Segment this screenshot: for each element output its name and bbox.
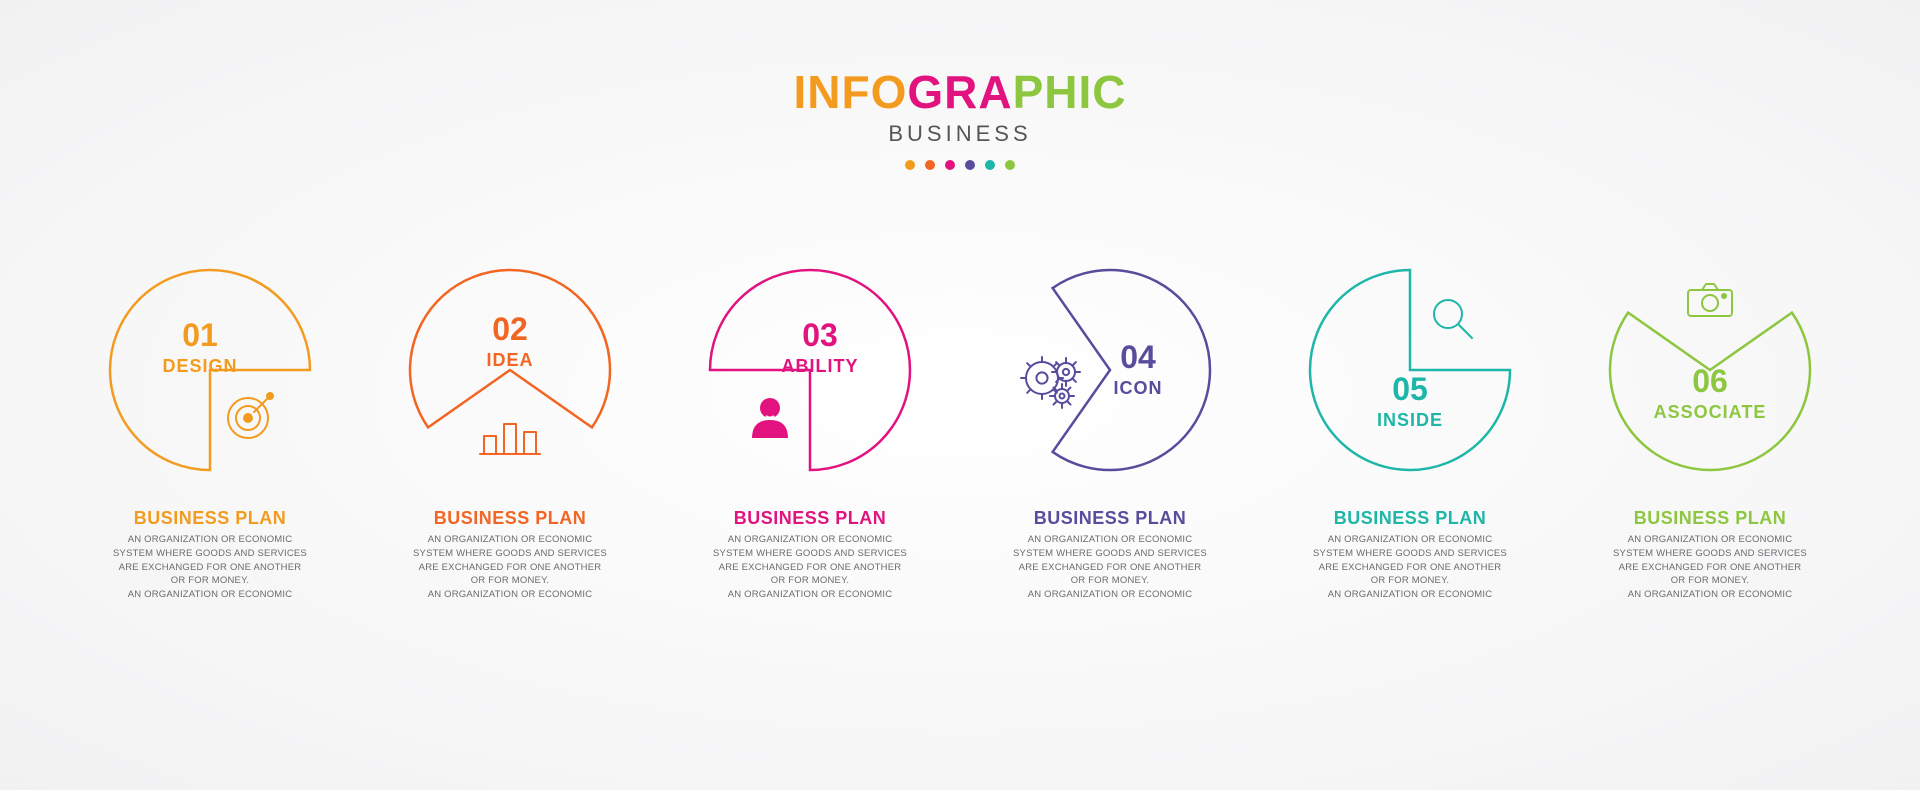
caption-body: AN ORGANIZATION OR ECONOMICSYSTEM WHERE … [980, 533, 1240, 602]
step-circle: 03 ABILITY [700, 260, 920, 480]
step-caption: BUSINESS PLAN AN ORGANIZATION OR ECONOMIC… [980, 508, 1240, 602]
header: INFOGRAPHIC BUSINESS [0, 65, 1920, 175]
step-number: 06 [1692, 363, 1728, 399]
step-circle: 04 ICON [1000, 260, 1220, 480]
step-circle: 06 ASSOCIATE [1600, 260, 1820, 480]
accent-dot [1005, 160, 1015, 170]
caption-body: AN ORGANIZATION OR ECONOMICSYSTEM WHERE … [1580, 533, 1840, 602]
subtitle: BUSINESS [0, 121, 1920, 147]
accent-dot [905, 160, 915, 170]
step-01: 01 DESIGN BUSINESS PLAN AN ORGANIZATION O… [80, 260, 340, 602]
step-word: INSIDE [1377, 410, 1443, 430]
step-number: 02 [492, 311, 528, 347]
step-04: 04 ICON BUSINESS PLAN AN ORGANIZATION OR … [980, 260, 1240, 602]
step-02: 02 IDEA BUSINESS PLAN AN ORGANIZATION OR … [380, 260, 640, 602]
accent-dots [0, 157, 1920, 175]
caption-title: BUSINESS PLAN [680, 508, 940, 529]
step-word: ASSOCIATE [1654, 402, 1767, 422]
title-segment: PHIC [1013, 65, 1127, 119]
caption-title: BUSINESS PLAN [1580, 508, 1840, 529]
step-circle: 02 IDEA [400, 260, 620, 480]
magnifier-icon [1434, 300, 1472, 338]
accent-dot [925, 160, 935, 170]
infographic-canvas: INFOGRAPHIC BUSINESS 01 DESIGN BUSINESS … [0, 0, 1920, 790]
step-word: ICON [1114, 378, 1163, 398]
step-circle: 05 INSIDE [1300, 260, 1520, 480]
step-caption: BUSINESS PLAN AN ORGANIZATION OR ECONOMIC… [1280, 508, 1540, 602]
step-caption: BUSINESS PLAN AN ORGANIZATION OR ECONOMIC… [380, 508, 640, 602]
title-segment: GRA [907, 65, 1012, 119]
step-word: IDEA [486, 350, 533, 370]
step-number: 01 [182, 317, 218, 353]
caption-title: BUSINESS PLAN [380, 508, 640, 529]
step-circle: 01 DESIGN [100, 260, 320, 480]
bars-icon [480, 424, 540, 454]
accent-dot [945, 160, 955, 170]
step-number: 03 [802, 317, 838, 353]
step-caption: BUSINESS PLAN AN ORGANIZATION OR ECONOMIC… [80, 508, 340, 602]
accent-dot [965, 160, 975, 170]
gears-icon [1021, 357, 1080, 408]
step-caption: BUSINESS PLAN AN ORGANIZATION OR ECONOMIC… [1580, 508, 1840, 602]
caption-body: AN ORGANIZATION OR ECONOMICSYSTEM WHERE … [1280, 533, 1540, 602]
step-05: 05 INSIDE BUSINESS PLAN AN ORGANIZATION O… [1280, 260, 1540, 602]
caption-title: BUSINESS PLAN [80, 508, 340, 529]
step-06: 06 ASSOCIATE BUSINESS PLAN AN ORGANIZATIO… [1580, 260, 1840, 602]
caption-body: AN ORGANIZATION OR ECONOMICSYSTEM WHERE … [80, 533, 340, 602]
caption-body: AN ORGANIZATION OR ECONOMICSYSTEM WHERE … [680, 533, 940, 602]
step-03: 03 ABILITY BUSINESS PLAN AN ORGANIZATION … [680, 260, 940, 602]
person-icon [752, 398, 788, 438]
step-number: 05 [1392, 371, 1428, 407]
target-icon [228, 393, 273, 438]
step-number: 04 [1120, 339, 1156, 375]
caption-title: BUSINESS PLAN [980, 508, 1240, 529]
accent-dot [985, 160, 995, 170]
step-word: ABILITY [782, 356, 859, 376]
main-title: INFOGRAPHIC [0, 65, 1920, 119]
steps-row: 01 DESIGN BUSINESS PLAN AN ORGANIZATION O… [0, 260, 1920, 602]
caption-title: BUSINESS PLAN [1280, 508, 1540, 529]
caption-body: AN ORGANIZATION OR ECONOMICSYSTEM WHERE … [380, 533, 640, 602]
step-word: DESIGN [162, 356, 237, 376]
title-segment: INFO [793, 65, 907, 119]
camera-icon [1688, 284, 1732, 316]
step-caption: BUSINESS PLAN AN ORGANIZATION OR ECONOMIC… [680, 508, 940, 602]
